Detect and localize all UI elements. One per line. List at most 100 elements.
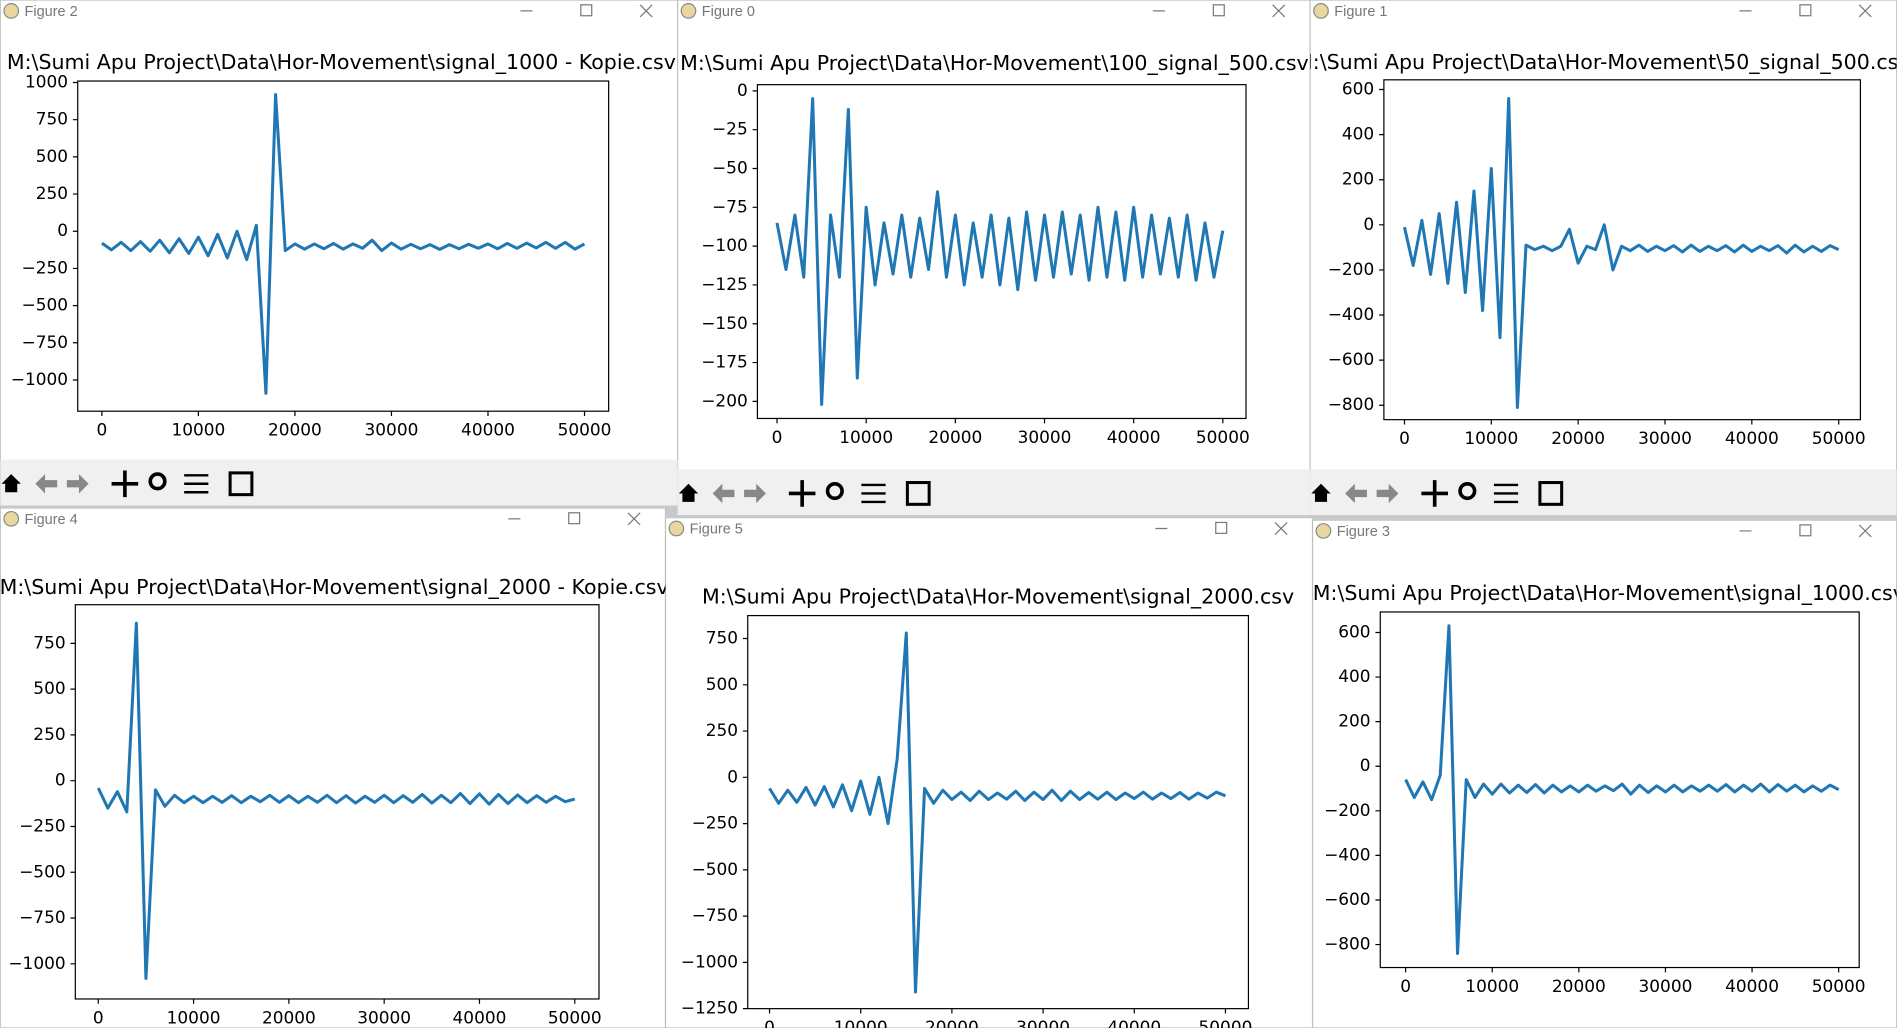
y-tick-label: −750 (22, 332, 68, 352)
x-tick-label: 40000 (1725, 976, 1779, 996)
y-tick-label: −400 (1324, 844, 1370, 864)
pan-button[interactable] (788, 480, 816, 507)
x-tick-label: 50000 (558, 420, 612, 440)
toolbar (677, 469, 1311, 516)
back-button[interactable] (712, 483, 735, 504)
x-tick-label: 10000 (1465, 976, 1519, 996)
close-button[interactable] (1858, 524, 1872, 538)
signal-line (1404, 624, 1840, 956)
chart-title: M:\Sumi Apu Project\Data\Hor-Movement\si… (1313, 581, 1897, 605)
maximize-button[interactable] (1212, 4, 1225, 17)
y-tick-label: −500 (19, 861, 65, 881)
configure-button[interactable] (184, 474, 209, 494)
window-icon (3, 510, 20, 527)
x-tick-label: 40000 (1107, 427, 1161, 447)
y-tick-label: −200 (1328, 259, 1374, 279)
window-title: Figure 2 (25, 4, 78, 20)
y-tick-label: 250 (706, 720, 738, 740)
x-tick-label: 0 (96, 420, 107, 440)
y-tick-label: 750 (706, 628, 738, 648)
x-tick-label: 30000 (1638, 428, 1692, 448)
x-tick-label: 30000 (365, 420, 419, 440)
maximize-button[interactable] (580, 4, 593, 17)
window-icon (1313, 3, 1329, 19)
home-button[interactable] (1, 474, 21, 493)
y-tick-label: −200 (701, 390, 747, 410)
axes-frame (77, 80, 610, 412)
save-button[interactable] (1538, 481, 1564, 506)
x-tick-label: 50000 (548, 1007, 602, 1027)
x-tick-label: 0 (1400, 976, 1411, 996)
window-frame (1310, 0, 1897, 516)
window-frame (0, 507, 666, 1028)
pan-button[interactable] (111, 470, 139, 498)
y-tick-label: −75 (712, 196, 748, 216)
maximize-button[interactable] (568, 512, 581, 525)
maximize-button[interactable] (1215, 521, 1228, 534)
zoom-button[interactable] (1458, 481, 1477, 501)
x-tick-label: 20000 (1552, 976, 1606, 996)
y-tick-label: −250 (22, 257, 68, 277)
x-tick-label: 0 (93, 1007, 104, 1027)
y-tick-label: 250 (33, 724, 65, 744)
axes-frame (756, 84, 1247, 420)
window-icon (1315, 523, 1332, 539)
window: Figure 3 M:\Sumi Apu Project\Data\Hor-Mov… (1312, 520, 1897, 1028)
close-button[interactable] (639, 4, 653, 18)
x-tick-label: 50000 (1199, 1017, 1253, 1028)
chart-title: M:\Sumi Apu Project\Data\Hor-Movement\si… (0, 575, 669, 599)
save-button[interactable] (228, 471, 254, 497)
zoom-button[interactable] (148, 472, 167, 491)
x-tick-label: 0 (1399, 428, 1410, 448)
x-tick-label: 30000 (1018, 427, 1072, 447)
pan-button[interactable] (1421, 480, 1448, 507)
y-tick-label: −125 (701, 274, 747, 294)
zoom-button[interactable] (825, 481, 844, 501)
y-tick-label: −150 (701, 313, 747, 333)
y-tick-label: 400 (1338, 666, 1370, 686)
home-button[interactable] (1311, 483, 1331, 502)
forward-button[interactable] (66, 474, 89, 494)
configure-button[interactable] (1493, 483, 1519, 504)
x-tick-label: 30000 (1639, 976, 1693, 996)
window-title: Figure 1 (1334, 4, 1387, 20)
y-tick-label: 1000 (25, 72, 68, 92)
y-tick-label: 600 (1338, 621, 1370, 641)
configure-button[interactable] (861, 483, 886, 504)
x-tick-label: 40000 (461, 420, 515, 440)
y-tick-label: 0 (55, 770, 66, 790)
home-button[interactable] (678, 483, 699, 502)
signal-line (768, 631, 1227, 994)
x-tick-label: 50000 (1812, 976, 1866, 996)
y-tick-label: 500 (706, 674, 738, 694)
forward-button[interactable] (744, 483, 766, 504)
maximize-button[interactable] (1799, 524, 1812, 537)
y-tick-label: −175 (701, 352, 747, 372)
forward-button[interactable] (1376, 483, 1399, 504)
axes-frame (1383, 79, 1862, 421)
x-tick-label: 40000 (1725, 428, 1779, 448)
back-button[interactable] (1345, 483, 1367, 504)
close-button[interactable] (1858, 4, 1872, 18)
y-tick-label: 200 (1342, 169, 1374, 189)
close-button[interactable] (627, 512, 641, 526)
y-tick-label: −600 (1328, 349, 1374, 369)
save-button[interactable] (905, 481, 931, 506)
y-tick-label: −750 (19, 907, 65, 927)
y-tick-label: 200 (1338, 711, 1370, 731)
window-title: Figure 3 (1337, 524, 1390, 540)
y-tick-label: 400 (1342, 124, 1374, 144)
axes-frame (74, 604, 600, 1000)
window-frame (0, 0, 678, 506)
back-button[interactable] (35, 474, 58, 494)
close-button[interactable] (1272, 4, 1286, 18)
window-title: Figure 5 (690, 522, 743, 538)
y-tick-label: 0 (1363, 214, 1374, 234)
close-button[interactable] (1274, 522, 1288, 535)
x-tick-label: 20000 (925, 1017, 979, 1028)
axes-frame (1379, 611, 1860, 969)
x-tick-label: 10000 (171, 420, 225, 440)
signal-line (775, 97, 1225, 406)
maximize-button[interactable] (1799, 4, 1812, 17)
